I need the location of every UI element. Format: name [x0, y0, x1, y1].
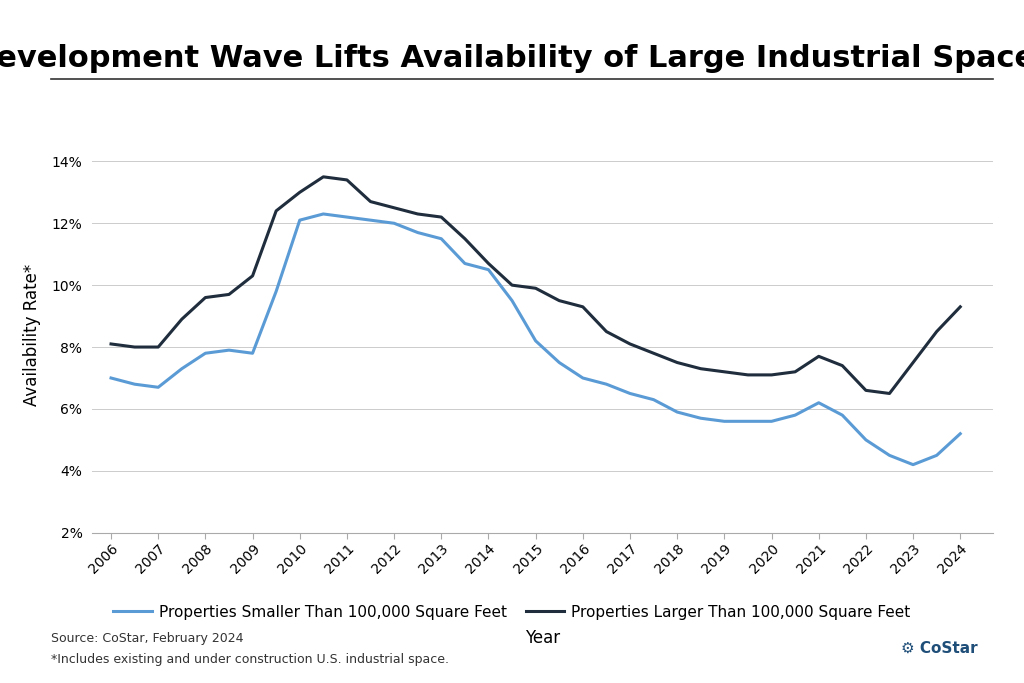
Properties Smaller Than 100,000 Square Feet: [294, 216, 306, 224]
Properties Smaller Than 100,000 Square Feet: [128, 380, 140, 388]
Properties Smaller Than 100,000 Square Feet: [459, 260, 471, 268]
Properties Larger Than 100,000 Square Feet: [529, 284, 542, 292]
Properties Smaller Than 100,000 Square Feet: [482, 266, 495, 274]
Properties Smaller Than 100,000 Square Feet: [624, 389, 636, 398]
Properties Larger Than 100,000 Square Feet: [388, 204, 400, 212]
Properties Smaller Than 100,000 Square Feet: [600, 380, 612, 388]
Properties Larger Than 100,000 Square Feet: [694, 365, 707, 373]
Properties Smaller Than 100,000 Square Feet: [907, 460, 920, 469]
Properties Larger Than 100,000 Square Feet: [954, 303, 967, 311]
Properties Smaller Than 100,000 Square Feet: [365, 216, 377, 224]
Properties Smaller Than 100,000 Square Feet: [577, 374, 589, 382]
Properties Smaller Than 100,000 Square Feet: [931, 451, 943, 460]
Properties Larger Than 100,000 Square Feet: [671, 359, 683, 367]
Properties Larger Than 100,000 Square Feet: [270, 207, 283, 215]
Properties Larger Than 100,000 Square Feet: [247, 272, 259, 280]
Properties Larger Than 100,000 Square Feet: [341, 176, 353, 184]
Properties Smaller Than 100,000 Square Feet: [247, 349, 259, 357]
Line: Properties Smaller Than 100,000 Square Feet: Properties Smaller Than 100,000 Square F…: [111, 214, 961, 464]
Properties Larger Than 100,000 Square Feet: [506, 281, 518, 290]
Properties Smaller Than 100,000 Square Feet: [860, 436, 872, 444]
Properties Larger Than 100,000 Square Feet: [459, 235, 471, 243]
Properties Smaller Than 100,000 Square Feet: [765, 417, 777, 426]
Properties Larger Than 100,000 Square Feet: [153, 343, 165, 351]
Properties Smaller Than 100,000 Square Feet: [412, 228, 424, 236]
Properties Larger Than 100,000 Square Feet: [765, 371, 777, 379]
Properties Larger Than 100,000 Square Feet: [788, 367, 801, 376]
Properties Smaller Than 100,000 Square Feet: [153, 383, 165, 391]
Properties Larger Than 100,000 Square Feet: [647, 349, 659, 357]
Properties Larger Than 100,000 Square Feet: [223, 290, 236, 298]
Properties Smaller Than 100,000 Square Feet: [788, 411, 801, 419]
Properties Smaller Than 100,000 Square Feet: [435, 235, 447, 243]
Properties Smaller Than 100,000 Square Feet: [104, 374, 117, 382]
Properties Smaller Than 100,000 Square Feet: [813, 399, 825, 407]
Legend: Properties Smaller Than 100,000 Square Feet, Properties Larger Than 100,000 Squa: Properties Smaller Than 100,000 Square F…: [108, 598, 916, 626]
Properties Larger Than 100,000 Square Feet: [412, 210, 424, 218]
Properties Smaller Than 100,000 Square Feet: [200, 349, 212, 357]
Text: *Includes existing and under construction U.S. industrial space.: *Includes existing and under constructio…: [51, 653, 450, 666]
Properties Smaller Than 100,000 Square Feet: [694, 414, 707, 422]
Properties Smaller Than 100,000 Square Feet: [671, 408, 683, 416]
Properties Smaller Than 100,000 Square Feet: [529, 337, 542, 345]
Properties Smaller Than 100,000 Square Feet: [317, 210, 330, 218]
Line: Properties Larger Than 100,000 Square Feet: Properties Larger Than 100,000 Square Fe…: [111, 177, 961, 393]
Properties Smaller Than 100,000 Square Feet: [341, 213, 353, 221]
Properties Smaller Than 100,000 Square Feet: [954, 430, 967, 438]
Properties Larger Than 100,000 Square Feet: [317, 173, 330, 181]
Y-axis label: Availability Rate*: Availability Rate*: [23, 264, 41, 406]
Properties Larger Than 100,000 Square Feet: [435, 213, 447, 221]
Properties Larger Than 100,000 Square Feet: [128, 343, 140, 351]
Properties Larger Than 100,000 Square Feet: [741, 371, 754, 379]
Properties Larger Than 100,000 Square Feet: [482, 260, 495, 268]
Properties Smaller Than 100,000 Square Feet: [506, 296, 518, 305]
Text: Development Wave Lifts Availability of Large Industrial Spaces: Development Wave Lifts Availability of L…: [0, 44, 1024, 73]
Properties Larger Than 100,000 Square Feet: [176, 315, 188, 323]
Properties Larger Than 100,000 Square Feet: [577, 303, 589, 311]
Text: Source: CoStar, February 2024: Source: CoStar, February 2024: [51, 632, 244, 645]
Properties Larger Than 100,000 Square Feet: [624, 340, 636, 348]
Properties Smaller Than 100,000 Square Feet: [270, 288, 283, 296]
Properties Smaller Than 100,000 Square Feet: [718, 417, 730, 426]
Properties Smaller Than 100,000 Square Feet: [741, 417, 754, 426]
Properties Larger Than 100,000 Square Feet: [931, 327, 943, 335]
Properties Larger Than 100,000 Square Feet: [813, 352, 825, 361]
Properties Smaller Than 100,000 Square Feet: [176, 365, 188, 373]
Properties Larger Than 100,000 Square Feet: [294, 189, 306, 197]
Properties Larger Than 100,000 Square Feet: [600, 327, 612, 335]
Text: ⚙ CoStar: ⚙ CoStar: [901, 641, 978, 656]
Properties Smaller Than 100,000 Square Feet: [647, 395, 659, 404]
Properties Smaller Than 100,000 Square Feet: [553, 359, 565, 367]
Properties Larger Than 100,000 Square Feet: [837, 361, 849, 370]
Properties Larger Than 100,000 Square Feet: [365, 197, 377, 206]
Properties Larger Than 100,000 Square Feet: [884, 389, 896, 398]
Properties Smaller Than 100,000 Square Feet: [837, 411, 849, 419]
Properties Larger Than 100,000 Square Feet: [553, 296, 565, 305]
Properties Larger Than 100,000 Square Feet: [104, 340, 117, 348]
Properties Larger Than 100,000 Square Feet: [200, 294, 212, 302]
Properties Smaller Than 100,000 Square Feet: [388, 219, 400, 227]
Properties Larger Than 100,000 Square Feet: [718, 367, 730, 376]
Properties Smaller Than 100,000 Square Feet: [223, 346, 236, 354]
Properties Larger Than 100,000 Square Feet: [907, 359, 920, 367]
Properties Larger Than 100,000 Square Feet: [860, 387, 872, 395]
X-axis label: Year: Year: [525, 628, 560, 647]
Properties Smaller Than 100,000 Square Feet: [884, 451, 896, 460]
